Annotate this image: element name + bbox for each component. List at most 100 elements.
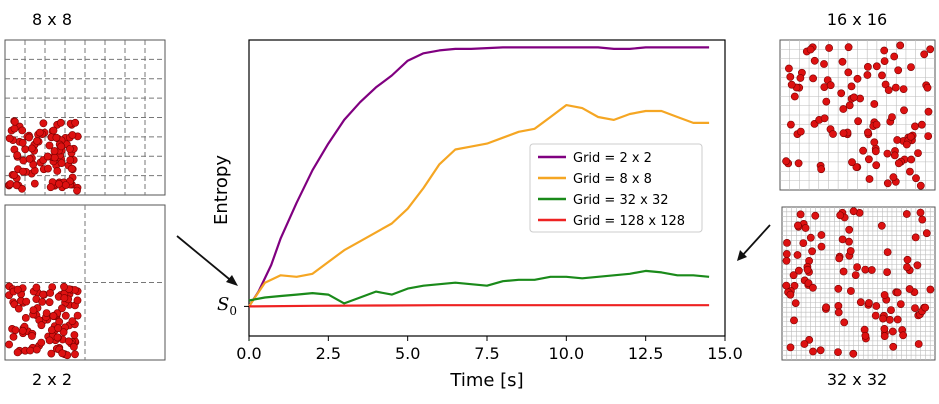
particle bbox=[33, 136, 41, 145]
particle bbox=[64, 337, 73, 346]
series-line-3 bbox=[248, 304, 710, 308]
particle bbox=[920, 50, 929, 59]
entropy-chart: 0.0 2.5 5.0 7.5 10.0 12.5 15.0 Time [s] Entrop… bbox=[211, 39, 743, 391]
legend-label-3: Grid = 128 x 128 bbox=[573, 214, 685, 229]
particle bbox=[883, 268, 891, 276]
particle bbox=[914, 149, 922, 157]
particle bbox=[872, 120, 881, 129]
particle bbox=[846, 247, 855, 255]
particle bbox=[834, 308, 843, 317]
particle bbox=[795, 266, 803, 275]
particle bbox=[791, 299, 800, 307]
particle bbox=[864, 128, 872, 137]
particle bbox=[66, 156, 75, 164]
particle bbox=[782, 256, 791, 265]
particle bbox=[837, 89, 846, 98]
particle bbox=[71, 118, 80, 127]
series-line-1 bbox=[248, 103, 710, 308]
particle bbox=[853, 263, 861, 271]
particle bbox=[872, 161, 881, 170]
particle bbox=[811, 211, 820, 220]
particle bbox=[820, 114, 829, 123]
particle bbox=[809, 74, 817, 83]
particle bbox=[865, 155, 873, 164]
particle bbox=[906, 167, 914, 176]
particle bbox=[29, 306, 38, 314]
particle bbox=[55, 317, 64, 326]
particle bbox=[847, 82, 856, 91]
particle bbox=[37, 321, 46, 330]
particle bbox=[852, 163, 861, 171]
particle bbox=[889, 173, 898, 182]
particle bbox=[800, 340, 809, 348]
particle bbox=[907, 63, 915, 71]
particle bbox=[13, 151, 22, 160]
particle bbox=[890, 52, 899, 61]
particle bbox=[27, 144, 36, 153]
particle bbox=[53, 333, 62, 342]
particle bbox=[822, 303, 830, 312]
particle bbox=[39, 119, 48, 128]
particle bbox=[839, 267, 848, 276]
particle bbox=[73, 311, 82, 320]
particle bbox=[806, 45, 815, 54]
particle bbox=[844, 43, 853, 52]
particle bbox=[851, 271, 860, 279]
particle bbox=[45, 298, 54, 307]
particle bbox=[896, 41, 905, 50]
particle bbox=[21, 313, 30, 322]
s0-label: S0 bbox=[217, 294, 237, 318]
particle bbox=[44, 164, 52, 173]
particle bbox=[809, 283, 817, 292]
particle bbox=[25, 154, 34, 163]
x-tick-label: 15.0 bbox=[707, 344, 743, 363]
particle bbox=[32, 283, 41, 292]
particle bbox=[18, 126, 27, 135]
particle bbox=[787, 80, 796, 89]
particle bbox=[853, 74, 862, 83]
particle bbox=[67, 164, 76, 173]
panel-title-16x16: 16 x 16 bbox=[827, 10, 887, 29]
particle bbox=[888, 327, 897, 336]
legend: Grid = 2 x 2 Grid = 8 x 8 Grid = 32 x 32 Gr… bbox=[529, 143, 703, 233]
particle bbox=[912, 174, 920, 183]
particle bbox=[54, 324, 62, 333]
particle bbox=[790, 316, 798, 325]
particle bbox=[49, 126, 58, 135]
particle bbox=[794, 221, 802, 230]
x-tick-label: 7.5 bbox=[474, 344, 499, 363]
particle bbox=[840, 318, 849, 327]
particle bbox=[835, 254, 844, 263]
particle bbox=[25, 133, 33, 142]
particle bbox=[817, 242, 826, 251]
legend-label-1: Grid = 8 x 8 bbox=[573, 172, 652, 187]
particle bbox=[68, 317, 77, 325]
particle bbox=[55, 179, 63, 188]
particle bbox=[880, 291, 889, 299]
particle bbox=[53, 167, 62, 175]
particle bbox=[68, 131, 77, 139]
particle bbox=[896, 300, 905, 308]
particle bbox=[911, 233, 920, 242]
particle bbox=[18, 184, 26, 193]
particle bbox=[21, 145, 30, 154]
panel-title-2x2: 2 x 2 bbox=[32, 370, 72, 389]
particle bbox=[880, 332, 889, 340]
particle bbox=[785, 64, 793, 73]
particle bbox=[12, 181, 21, 190]
particle bbox=[894, 66, 903, 75]
particle bbox=[39, 290, 47, 299]
panel-16x16 bbox=[779, 39, 936, 191]
particle bbox=[45, 336, 54, 345]
particle bbox=[796, 74, 805, 82]
arrow-right bbox=[740, 224, 771, 258]
particle bbox=[10, 171, 19, 179]
particle bbox=[18, 138, 27, 147]
particle bbox=[10, 117, 19, 126]
particle bbox=[893, 136, 902, 144]
particle bbox=[894, 159, 903, 168]
particle bbox=[893, 288, 902, 297]
particle bbox=[50, 153, 59, 162]
series-line-2 bbox=[248, 269, 710, 305]
